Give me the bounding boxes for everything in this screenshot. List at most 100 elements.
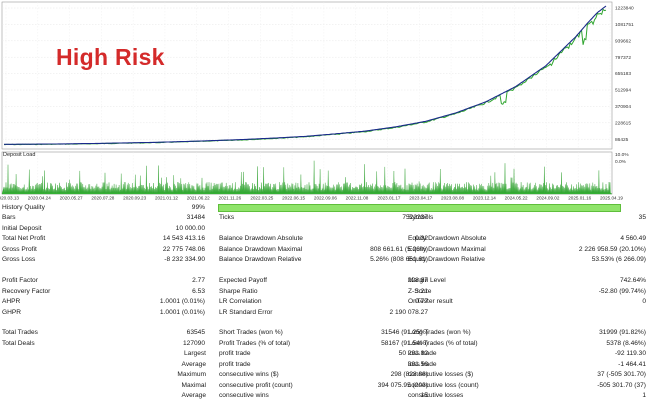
row-label: Sharpe Ratio bbox=[219, 287, 258, 295]
row-value: 3.21 bbox=[415, 287, 428, 295]
y-tick-label: 370904 bbox=[615, 104, 631, 110]
row-label: consecutive profit (count) bbox=[219, 381, 293, 389]
report-row: Gross Profit 22 775 748.06 Balance Drawdow… bbox=[0, 245, 660, 255]
deposit-y-tick-label: 10.0% bbox=[615, 152, 629, 158]
report-row: Total Deals 127090 Profit Trades (% of tot… bbox=[0, 339, 660, 349]
y-tick-label: 228615 bbox=[615, 120, 631, 126]
row-label: Loss Trades (% of total) bbox=[408, 339, 478, 347]
deposit-load-label: Deposit Load bbox=[3, 152, 36, 158]
row-value: 228.87 bbox=[407, 277, 428, 285]
row-value: 15 bbox=[420, 392, 428, 400]
row-value: 4 560.49 bbox=[620, 235, 646, 243]
x-tick-label: 2021.06.22 bbox=[187, 196, 210, 201]
row-label: profit trade bbox=[219, 350, 251, 358]
report-row bbox=[0, 266, 660, 276]
row-value: 0 bbox=[642, 298, 646, 306]
row-value: 394 075.95 (203) bbox=[377, 381, 428, 389]
report-row: Initial Deposit 10 000.00 bbox=[0, 224, 660, 234]
row-value: 31484 bbox=[186, 214, 205, 222]
x-tick-label: 2020.04.24 bbox=[28, 196, 51, 201]
history-quality-bar bbox=[218, 204, 621, 212]
row-label: Maximal bbox=[181, 381, 206, 389]
row-value: -1 464.41 bbox=[618, 360, 646, 368]
row-label: loss trade bbox=[408, 350, 437, 358]
row-value: 5.26% (808 661.61) bbox=[370, 256, 428, 264]
row-value: 31546 (91.25%) bbox=[381, 329, 428, 337]
row-value: 53.53% (6 266.09) bbox=[591, 256, 646, 264]
y-tick-label: 939662 bbox=[615, 38, 631, 44]
risk-title: High Risk bbox=[56, 44, 165, 70]
main-plot-frame bbox=[1, 1, 613, 150]
report-row: Profit Factor 2.77 Expected Payoff 228.87 Ma… bbox=[0, 276, 660, 286]
x-tick-label: 2023.12.14 bbox=[473, 196, 496, 201]
report-row: Largest profit trade 50 291.82 loss trade -9… bbox=[0, 349, 660, 359]
row-label: Gross Profit bbox=[2, 245, 37, 253]
row-value: 298 (828.88) bbox=[390, 371, 428, 379]
row-label: consecutive wins ($) bbox=[219, 371, 279, 379]
row-label: Z-Score bbox=[408, 287, 432, 295]
row-value: -52.80 (99.74%) bbox=[598, 287, 646, 295]
row-value: 0.32 bbox=[415, 235, 428, 243]
row-label: GHPR bbox=[2, 308, 22, 316]
row-value: 2 190 078.27 bbox=[389, 308, 428, 316]
y-tick-label: 655183 bbox=[615, 71, 631, 77]
row-label: Profit Factor bbox=[2, 277, 38, 285]
row-label: History Quality bbox=[2, 204, 45, 211]
row-label: Average bbox=[181, 360, 206, 368]
row-label: loss trade bbox=[408, 360, 437, 368]
backtest-chart: 1223840 1081751 939662 797372 655183 512994 37… bbox=[0, 1, 635, 201]
x-tick-label: 2025.04.19 bbox=[600, 196, 623, 201]
report-row bbox=[0, 318, 660, 328]
report-row: Total Trades 63545 Short Trades (won %) 315… bbox=[0, 328, 660, 338]
row-label: Symbols bbox=[408, 214, 434, 222]
row-label: LR Standard Error bbox=[219, 308, 273, 316]
row-label: Initial Deposit bbox=[2, 224, 42, 232]
row-label: Equity Drawdown Maximal bbox=[408, 245, 486, 253]
y-tick-label: 86425 bbox=[615, 137, 629, 143]
row-label: consecutive wins bbox=[219, 392, 269, 400]
row-value: 35 bbox=[638, 214, 646, 222]
y-tick-label: 1081751 bbox=[615, 22, 634, 28]
row-label: profit trade bbox=[219, 360, 251, 368]
row-label: Average bbox=[181, 392, 206, 400]
x-tick-label: 2024.05.22 bbox=[505, 196, 528, 201]
report-row: Bars 31484 Ticks 7522237 Symbols 35 bbox=[0, 213, 660, 223]
row-label: Equity Drawdown Relative bbox=[408, 256, 485, 264]
row-value: 2.77 bbox=[192, 277, 205, 285]
row-label: consecutive losses ($) bbox=[408, 371, 474, 379]
row-value: -92 119.30 bbox=[614, 350, 646, 358]
row-value: 127090 bbox=[182, 339, 205, 347]
row-value: 2 226 958.59 (20.10%) bbox=[578, 245, 646, 253]
report-row: Recovery Factor 6.53 Sharpe Ratio 3.21 Z-Sco… bbox=[0, 287, 660, 297]
row-label: Balance Drawdown Relative bbox=[219, 256, 302, 264]
x-tick-label: 2024.09.02 bbox=[536, 196, 559, 201]
x-tick-label: 2020.09.23 bbox=[123, 196, 146, 201]
x-tick-label: 2020.03.13 bbox=[0, 196, 19, 201]
report-row: GHPR 1.0001 (0.01%) LR Standard Error 2 190… bbox=[0, 308, 660, 318]
row-value: 58167 (91.54%) bbox=[381, 339, 428, 347]
x-tick-label: 2021.01.12 bbox=[155, 196, 178, 201]
row-label: Bars bbox=[2, 214, 16, 222]
row-value: 808 661.61 (5.26%) bbox=[370, 245, 428, 253]
balance-line bbox=[4, 5, 607, 145]
y-tick-label: 1223840 bbox=[615, 6, 634, 12]
row-label: Maximum bbox=[177, 371, 206, 379]
row-value: 99% bbox=[191, 204, 205, 211]
row-value: 22 775 748.06 bbox=[162, 245, 205, 253]
row-value: 63545 bbox=[186, 329, 205, 337]
x-tick-label: 2022.03.25 bbox=[250, 196, 273, 201]
row-label: Largest bbox=[184, 350, 206, 358]
deposit-y-tick-label: 0.0% bbox=[615, 159, 627, 165]
x-tick-label: 2023.04.17 bbox=[409, 196, 432, 201]
x-tick-label: 2020.07.28 bbox=[91, 196, 114, 201]
report-row: AHPR 1.0001 (0.01%) LR Correlation 0.77 OnTe… bbox=[0, 297, 660, 307]
row-value: 1.0001 (0.01%) bbox=[159, 308, 205, 316]
row-label: consecutive loss (count) bbox=[408, 381, 479, 389]
row-label: Expected Payoff bbox=[219, 277, 267, 285]
report-row: Maximum consecutive wins ($) 298 (828.88) c… bbox=[0, 370, 660, 380]
row-value: 1 bbox=[642, 392, 646, 400]
x-tick-label: 2022.09.06 bbox=[314, 196, 337, 201]
report-row: Gross Loss -8 232 334.90 Balance Drawdown … bbox=[0, 255, 660, 265]
row-value: 5378 (8.46%) bbox=[606, 339, 646, 347]
x-tick-label: 2022.06.15 bbox=[282, 196, 305, 201]
